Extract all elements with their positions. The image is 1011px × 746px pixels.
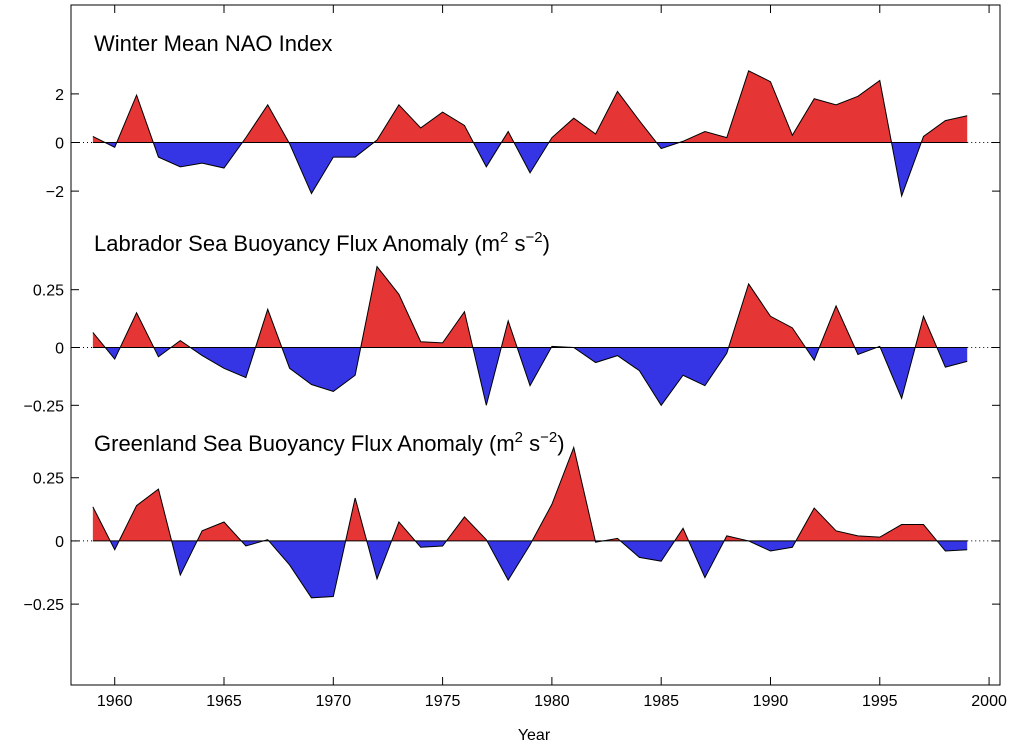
negative-area <box>92 142 968 196</box>
x-tick-label: 1985 <box>643 693 679 710</box>
axes-frame <box>70 4 1001 686</box>
x-axis-label: Year <box>518 727 551 744</box>
y-tick-label: 2 <box>55 87 64 104</box>
panel-title-main: Winter Mean NAO Index <box>94 31 332 56</box>
y-tick-label: 0.25 <box>33 283 64 300</box>
series-line <box>92 265 968 407</box>
panel-2: −0.25 0 0.25 Labrador Sea Buoyancy Flux Ano… <box>24 229 1000 415</box>
panel-title-main: Greenland Sea Buoyancy Flux Anomaly (m <box>94 431 515 456</box>
y-tick-label: 0 <box>55 534 64 551</box>
panel-title: Winter Mean NAO Index <box>94 31 332 56</box>
x-axis: 1960 1965 1970 1975 1980 1985 1990 1995 2000 <box>97 5 1007 710</box>
panel-title-end: ) <box>557 431 564 456</box>
x-tick-label: 1965 <box>206 693 242 710</box>
panel-3: −0.25 0 0.25 Greenland Sea Buoyancy Flux An… <box>24 429 1000 614</box>
x-tick-label: 1995 <box>862 693 898 710</box>
x-tick-label: 1970 <box>316 693 352 710</box>
negative-area <box>92 540 968 598</box>
panels-group: −2 0 2 Winter Mean NAO Index −0.25 0 0.25 Labra… <box>24 31 1000 614</box>
y-tick-label: 0.25 <box>33 471 64 488</box>
series-line <box>92 70 968 198</box>
positive-area <box>92 266 968 348</box>
y-tick-label: −2 <box>46 184 64 201</box>
x-tick-label: 1990 <box>753 693 789 710</box>
x-tick-label: 1960 <box>97 693 133 710</box>
x-tick-label: 2000 <box>971 693 1007 710</box>
panel-title-sup2: −2 <box>525 229 542 246</box>
panel-title-sup2: −2 <box>540 429 557 446</box>
x-tick-label: 1975 <box>425 693 461 710</box>
axes-frame-group <box>70 4 1001 686</box>
y-tick-label: −0.25 <box>24 398 65 415</box>
series-line <box>92 445 968 599</box>
panel-title: Labrador Sea Buoyancy Flux Anomaly (m2 s… <box>94 229 550 256</box>
panel-title-sup: 2 <box>515 429 523 446</box>
panel-title-sup: 2 <box>500 229 508 246</box>
panel-title-main: Labrador Sea Buoyancy Flux Anomaly (m <box>94 231 500 256</box>
negative-area <box>92 347 968 406</box>
y-tick-label: 0 <box>55 136 64 153</box>
panel-1: −2 0 2 Winter Mean NAO Index <box>46 31 1000 201</box>
y-tick-label: −0.25 <box>24 597 65 614</box>
panel-title-end: ) <box>543 231 550 256</box>
positive-area <box>92 70 968 143</box>
x-tick-label: 1980 <box>534 693 570 710</box>
panel-title: Greenland Sea Buoyancy Flux Anomaly (m2 … <box>94 429 565 456</box>
panel-title-mid: s <box>508 231 525 256</box>
panel-title-mid: s <box>523 431 540 456</box>
y-tick-label: 0 <box>55 341 64 358</box>
